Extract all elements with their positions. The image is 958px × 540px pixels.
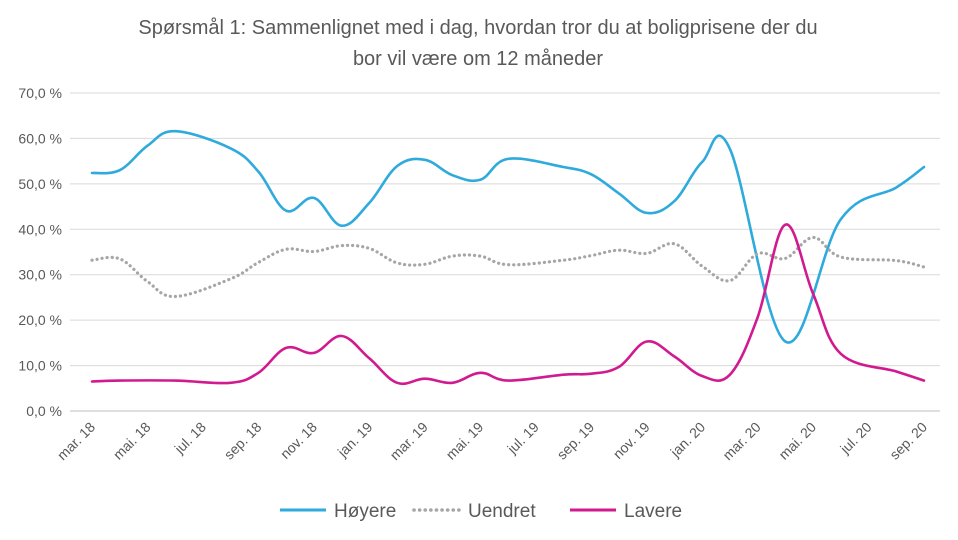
x-tick-label: sep. 20 (886, 419, 930, 463)
y-tick-label: 60,0 % (18, 130, 62, 146)
x-tick-label: jul. 20 (836, 419, 875, 458)
legend-label-høyere: Høyere (334, 501, 396, 522)
series-line-lavere (90, 223, 926, 386)
y-tick-label: 0,0 % (26, 403, 62, 419)
chart-title-line-1: Spørsmål 1: Sammenlignet med i dag, hvor… (138, 17, 817, 39)
x-tick-label: mai. 19 (443, 419, 487, 463)
y-tick-label: 40,0 % (18, 221, 62, 237)
legend-label-lavere: Lavere (624, 501, 682, 522)
legend: Høyere Uendret Lavere (280, 501, 682, 522)
y-tick-label: 50,0 % (18, 176, 62, 192)
x-tick-label: sep. 18 (221, 419, 265, 463)
x-tick-label: nov. 19 (610, 419, 653, 462)
series-line-uendret (90, 235, 926, 299)
y-axis-tick-labels: 0,0 % 10,0 % 20,0 % 30,0 % 40,0 % 50,0 % 60,0 … (18, 85, 62, 419)
x-tick-label: mai. 18 (110, 419, 154, 463)
series-line-høyere (90, 129, 926, 344)
x-tick-label: jan. 19 (334, 419, 376, 461)
x-tick-label: sep. 19 (554, 419, 598, 463)
x-tick-label: mar. 18 (54, 419, 98, 463)
x-tick-label: mar. 20 (719, 419, 763, 463)
chart-title-line-2: bor vil være om 12 måneder (353, 48, 603, 70)
series-lines (90, 129, 926, 386)
y-tick-label: 30,0 % (18, 267, 62, 283)
x-tick-label: jan. 20 (667, 419, 709, 461)
gridlines (70, 92, 940, 412)
y-tick-label: 70,0 % (18, 85, 62, 101)
y-tick-label: 20,0 % (18, 312, 62, 328)
x-tick-label: nov. 18 (277, 419, 320, 462)
x-tick-label: mar. 19 (387, 419, 431, 463)
x-tick-label: jul. 19 (503, 419, 542, 458)
legend-label-uendret: Uendret (468, 501, 536, 522)
x-tick-label: mai. 20 (775, 419, 819, 463)
y-tick-label: 10,0 % (18, 358, 62, 374)
x-axis-tick-labels: mar. 18 mai. 18 jul. 18 sep. 18 nov. 18 jan. … (54, 419, 930, 463)
x-tick-label: jul. 18 (171, 419, 210, 458)
